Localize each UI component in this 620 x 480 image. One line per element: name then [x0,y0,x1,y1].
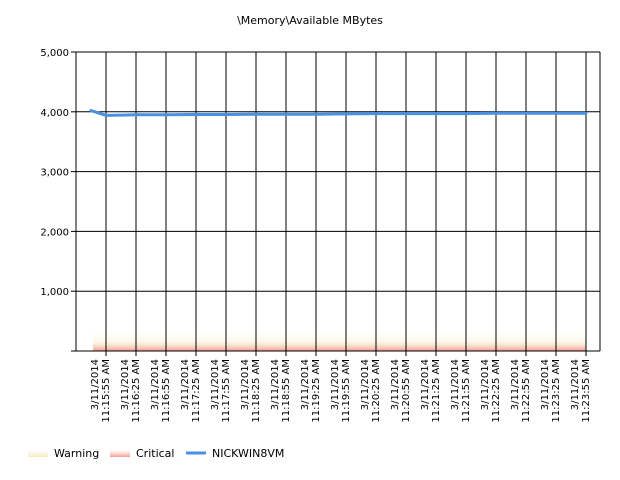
x-tick-label: 3/11/201411:19:55 AM [330,359,352,423]
threshold-band-critical [93,340,586,351]
x-tick-label: 3/11/201411:18:55 AM [270,359,292,423]
x-tick-label: 3/11/201411:15:55 AM [90,359,112,423]
y-tick-label: 1,000 [40,287,69,298]
legend-swatch-critical [110,449,130,457]
x-tick-label: 3/11/201411:21:25 AM [420,359,442,423]
x-tick-label: 3/11/201411:22:55 AM [510,359,532,423]
y-tick-label: 3,000 [40,168,69,179]
legend-swatch-warning [28,449,48,457]
legend-label-critical: Critical [136,447,174,460]
x-tick-label: 3/11/201411:19:25 AM [300,359,322,423]
x-tick-label: 3/11/201411:16:55 AM [150,359,172,423]
series-line-nickwin8vm [89,109,588,117]
x-tick-label: 3/11/201411:20:25 AM [360,359,382,423]
x-tick-label: 3/11/201411:16:25 AM [120,359,142,423]
x-tick-label: 3/11/201411:20:55 AM [390,359,412,423]
y-tick-label: 2,000 [40,227,69,238]
chart-title: \Memory\Available MBytes [237,14,383,27]
x-tick-label: 3/11/201411:21:55 AM [450,359,472,423]
x-tick-label: 3/11/201411:18:25 AM [240,359,262,423]
legend-label-warning: Warning [54,447,99,460]
x-tick-label: 3/11/201411:17:25 AM [180,359,202,423]
x-tick-label: 3/11/201411:22:25 AM [480,359,502,423]
legend-label-nickwin8vm: NICKWIN8VM [212,447,284,460]
y-tick-label: 5,000 [40,48,69,59]
y-tick-label: 4,000 [40,108,69,119]
x-tick-label: 3/11/201411:17:55 AM [210,359,232,423]
x-tick-label: 3/11/201411:23:25 AM [540,359,562,423]
x-tick-label: 3/11/201411:23:55 AM [570,359,592,423]
